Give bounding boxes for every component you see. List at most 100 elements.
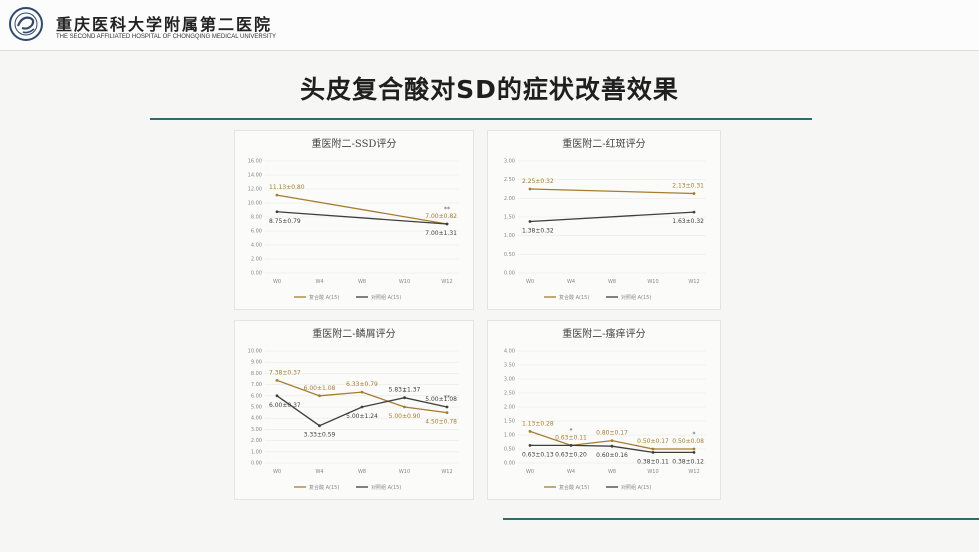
- y-tick-label: 4.00: [504, 349, 515, 355]
- data-point: [275, 210, 279, 214]
- series-line: [276, 194, 448, 225]
- x-tick-label: W0: [526, 469, 534, 475]
- x-tick-label: W8: [608, 279, 616, 285]
- y-tick-label: 3.00: [504, 159, 515, 165]
- x-tick-label: W4: [315, 279, 323, 285]
- data-point: [528, 187, 532, 191]
- legend-entry: 复合酸 A(15): [309, 484, 339, 491]
- y-tick-label: 10.00: [248, 201, 262, 207]
- title-divider: [150, 118, 812, 120]
- hospital-header: 重庆医科大学附属第二医院 THE SECOND AFFILIATED HOSPI…: [0, 0, 979, 51]
- series-line: [276, 211, 448, 225]
- data-point: [360, 405, 364, 409]
- data-point: [692, 450, 696, 454]
- series-line: [529, 211, 695, 223]
- data-label: 6.33±0.79: [346, 381, 378, 388]
- y-tick-label: 14.00: [248, 173, 262, 179]
- data-label: 0.50±0.17: [637, 438, 669, 445]
- data-label: 7.38±0.37: [269, 369, 301, 376]
- data-point: [318, 424, 321, 428]
- significance-marker: **: [444, 395, 450, 402]
- x-tick-label: W4: [567, 469, 575, 475]
- hospital-emblem-icon: [9, 7, 43, 41]
- legend-entry: 对照组 A(15): [371, 294, 401, 301]
- x-tick-label: W8: [608, 469, 616, 475]
- data-point: [610, 439, 614, 442]
- hospital-name-en: THE SECOND AFFILIATED HOSPITAL OF CHONGQ…: [56, 34, 277, 40]
- data-point: [610, 444, 614, 448]
- y-tick-label: 1.00: [504, 433, 515, 439]
- data-label: 0.80±0.17: [596, 430, 628, 437]
- x-tick-label: W12: [688, 279, 699, 285]
- data-point: [445, 405, 449, 409]
- x-tick-label: W4: [315, 469, 323, 475]
- legend-entry: 对照组 A(15): [621, 294, 651, 301]
- y-tick-label: 4.00: [251, 243, 262, 249]
- data-point: [403, 405, 406, 409]
- data-point: [275, 378, 279, 382]
- data-point: [528, 429, 532, 433]
- y-tick-label: 12.00: [248, 187, 262, 193]
- data-label: 5.00±1.08: [425, 396, 457, 403]
- data-point: [275, 394, 279, 398]
- y-tick-label: 0.50: [504, 252, 515, 258]
- hospital-name-cn: 重庆医科大学附属第二医院: [56, 15, 273, 34]
- y-tick-label: 16.00: [248, 159, 262, 165]
- data-label: 0.63±0.20: [555, 451, 587, 458]
- y-tick-label: 0.00: [504, 461, 515, 467]
- y-tick-label: 9.00: [251, 360, 262, 366]
- y-tick-label: 4.00: [251, 416, 262, 422]
- data-label: 11.13±0.80: [269, 184, 305, 191]
- data-label: 1.38±0.32: [522, 227, 554, 234]
- data-label: 0.60±0.16: [596, 452, 628, 459]
- data-label: 3.33±0.59: [304, 432, 336, 439]
- legend-entry: 复合酸 A(15): [559, 294, 589, 301]
- y-tick-label: 0.00: [504, 271, 515, 277]
- chart-erythema-score: 重医附二-红斑评分 0.00 0.50 1.00 1.50 2.00 2.50 3.00 W0 W…: [504, 137, 706, 301]
- legend-entry: 复合酸 A(15): [309, 294, 339, 301]
- chart-title: 重医附二-SSD评分: [312, 137, 397, 150]
- x-tick-label: W10: [647, 469, 658, 475]
- y-tick-label: 2.00: [251, 257, 262, 263]
- y-tick-label: 0.00: [251, 271, 262, 277]
- data-label: 1.13±0.28: [522, 420, 554, 427]
- x-tick-label: W0: [526, 279, 534, 285]
- data-point: [651, 450, 655, 454]
- data-point: [318, 394, 321, 398]
- y-tick-label: 6.00: [251, 393, 262, 399]
- y-tick-label: 8.00: [251, 215, 262, 221]
- x-tick-label: W0: [273, 279, 281, 285]
- chart-title: 重医附二-红斑评分: [562, 137, 645, 150]
- data-point: [403, 396, 406, 400]
- y-tick-label: 0.50: [504, 447, 515, 453]
- x-tick-label: W10: [399, 469, 410, 475]
- data-label: 4.50±0.78: [425, 419, 457, 426]
- data-label: 6.00±1.08: [304, 385, 336, 392]
- chart-title: 重医附二-瘙痒评分: [562, 327, 645, 340]
- legend-entry: 对照组 A(15): [371, 484, 401, 491]
- y-tick-label: 1.50: [504, 215, 515, 221]
- y-tick-label: 5.00: [251, 405, 262, 411]
- data-label: 5.00±0.90: [389, 413, 421, 420]
- y-tick-label: 1.00: [504, 233, 515, 239]
- y-tick-label: 3.00: [504, 377, 515, 383]
- data-label: 8.75±0.79: [269, 218, 301, 225]
- y-tick-label: 0.00: [251, 461, 262, 467]
- x-tick-label: W12: [441, 469, 452, 475]
- data-label: 0.63±0.11: [555, 434, 587, 441]
- chart-panel-scale: 重医附二-鳞屑评分 0.00 1.00 2.00 3.00 4.00 5.00 6.00 7.0…: [234, 320, 474, 500]
- chart-title: 重医附二-鳞屑评分: [312, 327, 395, 340]
- x-tick-label: W4: [567, 279, 575, 285]
- data-point: [651, 447, 655, 451]
- y-tick-label: 2.50: [504, 391, 515, 397]
- data-label: 1.63±0.32: [672, 218, 704, 225]
- data-label: 5.83±1.37: [389, 387, 421, 394]
- legend-entry: 复合酸 A(15): [559, 484, 589, 491]
- data-point: [445, 411, 449, 414]
- y-tick-label: 3.50: [504, 363, 515, 369]
- significance-marker: *: [570, 427, 573, 434]
- data-label: 6.00±0.37: [269, 402, 301, 409]
- data-label: 7.00±0.82: [425, 213, 457, 220]
- legend-entry: 对照组 A(15): [621, 484, 651, 491]
- data-point: [692, 210, 696, 214]
